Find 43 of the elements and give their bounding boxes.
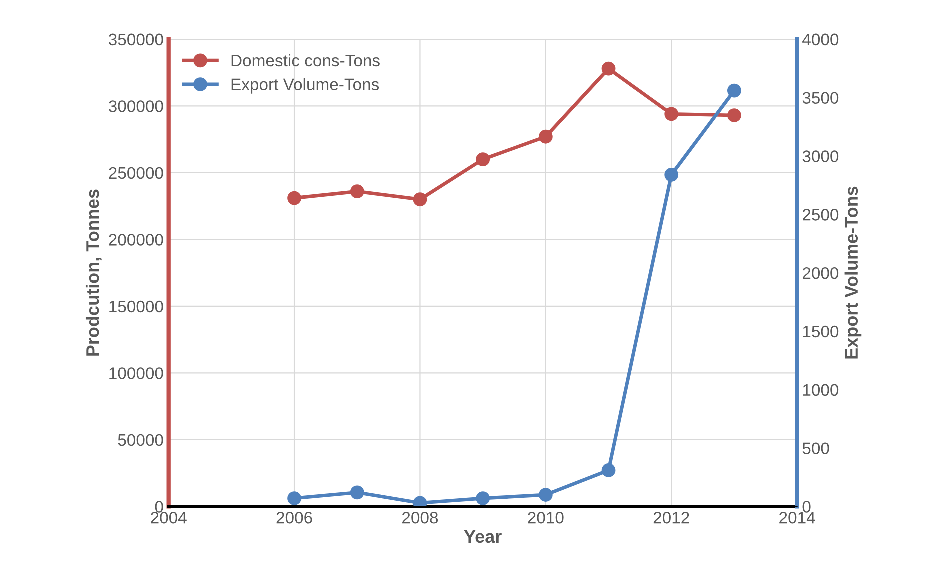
x-tick-label: 2004 bbox=[151, 512, 187, 524]
y-tick-label: 300000 bbox=[109, 100, 164, 112]
y2-tick-label: 500 bbox=[802, 442, 830, 454]
point bbox=[728, 108, 742, 122]
y-tick-label: 50000 bbox=[118, 434, 164, 446]
y-tick-label: 350000 bbox=[109, 34, 164, 46]
y2-tick-label: 1500 bbox=[803, 326, 839, 338]
point bbox=[350, 486, 364, 500]
y2-tick-label: 4000 bbox=[802, 34, 839, 46]
y2-tick-label: 2500 bbox=[803, 209, 839, 221]
y2-tick-label: 2000 bbox=[803, 267, 839, 280]
x-tick-label: 2010 bbox=[528, 512, 564, 524]
y-tick-label: 250000 bbox=[109, 167, 164, 180]
point bbox=[664, 107, 679, 122]
y2-tick-label: 1000 bbox=[803, 384, 839, 396]
point bbox=[602, 464, 616, 478]
y2-axis-title: Export Volume-Tons bbox=[844, 186, 862, 359]
legend-label: Export Volume-Tons bbox=[232, 78, 380, 94]
y2-tick-label: 3500 bbox=[802, 92, 839, 104]
point bbox=[350, 184, 364, 199]
point bbox=[538, 130, 553, 144]
point bbox=[728, 84, 742, 98]
x-tick-label: 2014 bbox=[780, 512, 816, 524]
y-tick-label: 0 bbox=[155, 501, 164, 513]
y-tick-label: 150000 bbox=[110, 300, 164, 313]
y2-tick-label: 0 bbox=[802, 501, 811, 513]
point bbox=[602, 62, 616, 76]
y-tick-label: 200000 bbox=[109, 234, 164, 246]
point bbox=[664, 168, 679, 182]
y-axis-title: Prodcution, Tonnes bbox=[86, 190, 102, 356]
point bbox=[538, 488, 553, 502]
x-axis-title: Year bbox=[464, 530, 502, 544]
x-tick-label: 2012 bbox=[654, 512, 690, 524]
x-tick-label: 2006 bbox=[276, 512, 312, 524]
y-tick-label: 100000 bbox=[110, 368, 164, 380]
point bbox=[476, 152, 490, 167]
point bbox=[413, 192, 428, 207]
point bbox=[288, 191, 302, 206]
legend-label: Domestic cons-Tons bbox=[232, 54, 380, 67]
point bbox=[288, 492, 302, 506]
x-tick-label: 2008 bbox=[402, 512, 438, 524]
point bbox=[476, 492, 490, 506]
y2-tick-label: 3000 bbox=[802, 150, 839, 162]
